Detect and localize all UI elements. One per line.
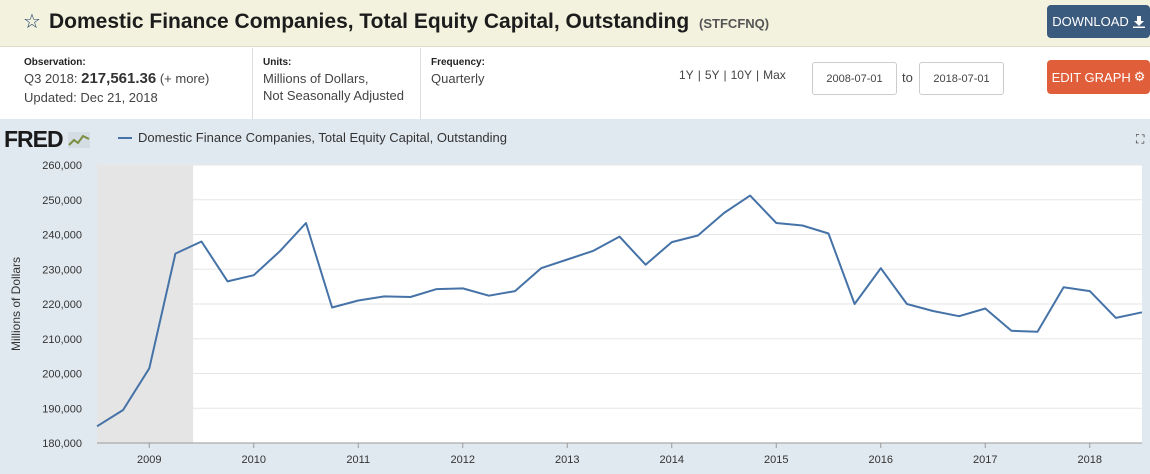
x-tick-label: 2018 <box>1078 454 1102 466</box>
units-label: Units: <box>263 57 292 68</box>
y-tick-label: 200,000 <box>42 369 82 381</box>
observation-label: Observation: <box>24 57 86 68</box>
y-tick-label: 240,000 <box>42 230 82 242</box>
range-1y[interactable]: 1Y <box>679 68 694 82</box>
legend-swatch <box>118 136 132 139</box>
x-tick-label: 2013 <box>555 454 579 466</box>
series-id: (STFCFNQ) <box>699 16 770 31</box>
x-tick-label: 2012 <box>451 454 475 466</box>
observation-panel: Observation: Q3 2018: 217,561.36 (+ more… <box>24 48 252 120</box>
observation-line: Q3 2018: 217,561.36 (+ more) <box>24 70 252 87</box>
frequency-label: Frequency: <box>431 57 485 68</box>
x-tick-label: 2014 <box>660 454 684 466</box>
chart-legend[interactable]: Domestic Finance Companies, Total Equity… <box>118 130 507 145</box>
range-links: 1Y | 5Y | 10Y | Max <box>679 68 786 82</box>
y-tick-label: 230,000 <box>42 264 82 276</box>
y-tick-label: 210,000 <box>42 334 82 346</box>
frequency-value: Quarterly <box>431 71 485 86</box>
range-10y[interactable]: 10Y <box>730 68 752 82</box>
x-tick-label: 2016 <box>869 454 893 466</box>
x-tick-label: 2010 <box>242 454 266 466</box>
to-label: to <box>902 70 913 85</box>
title-bar: ☆ Domestic Finance Companies, Total Equi… <box>0 0 1150 47</box>
updated-date: Updated: Dec 21, 2018 <box>24 90 158 105</box>
gear-icon: ⚙ <box>1133 69 1146 84</box>
series-title: Domestic Finance Companies, Total Equity… <box>49 10 690 33</box>
x-tick-label: 2015 <box>764 454 788 466</box>
series-line <box>96 194 1143 428</box>
observation-value: 217,561.36 <box>81 70 157 87</box>
edit-graph-button[interactable]: EDIT GRAPH ⚙ <box>1047 60 1150 94</box>
more-link[interactable]: (+ more) <box>159 71 210 86</box>
end-date-input[interactable]: 2018-07-01 <box>919 62 1004 95</box>
units-panel: Units: Millions of Dollars, Not Seasonal… <box>252 48 420 120</box>
y-tick-label: 250,000 <box>42 195 82 207</box>
y-tick-label: 190,000 <box>42 403 82 415</box>
edit-graph-label: EDIT GRAPH <box>1051 69 1131 85</box>
start-date-input[interactable]: 2008-07-01 <box>812 62 897 95</box>
y-tick-label: 180,000 <box>42 438 82 450</box>
fred-chart-icon <box>68 132 91 148</box>
units-line2: Not Seasonally Adjusted <box>263 88 404 103</box>
fred-logo: FRED <box>4 126 91 153</box>
frequency-panel: Frequency: Quarterly <box>420 48 530 120</box>
x-tick-label: 2011 <box>346 454 370 466</box>
y-axis-label: Millions of Dollars <box>9 257 23 351</box>
observation-period: Q3 2018: <box>24 71 78 86</box>
fullscreen-icon[interactable]: ⛶ <box>1136 132 1145 146</box>
legend-label: Domestic Finance Companies, Total Equity… <box>138 130 508 145</box>
units-line1: Millions of Dollars, <box>263 71 369 86</box>
y-tick-label: 220,000 <box>42 299 82 311</box>
page-title: Domestic Finance Companies, Total Equity… <box>49 10 769 34</box>
range-5y[interactable]: 5Y <box>704 68 720 82</box>
x-tick-label: 2017 <box>973 454 997 466</box>
download-button[interactable]: DOWNLOAD <box>1047 5 1150 38</box>
range-max[interactable]: Max <box>763 68 786 82</box>
download-icon <box>1132 15 1145 28</box>
download-label: DOWNLOAD <box>1052 14 1129 29</box>
fred-logo-text: FRED <box>4 126 64 152</box>
y-tick-label: 260,000 <box>42 160 82 172</box>
star-icon[interactable]: ☆ <box>23 11 41 33</box>
x-tick-label: 2009 <box>137 454 161 466</box>
